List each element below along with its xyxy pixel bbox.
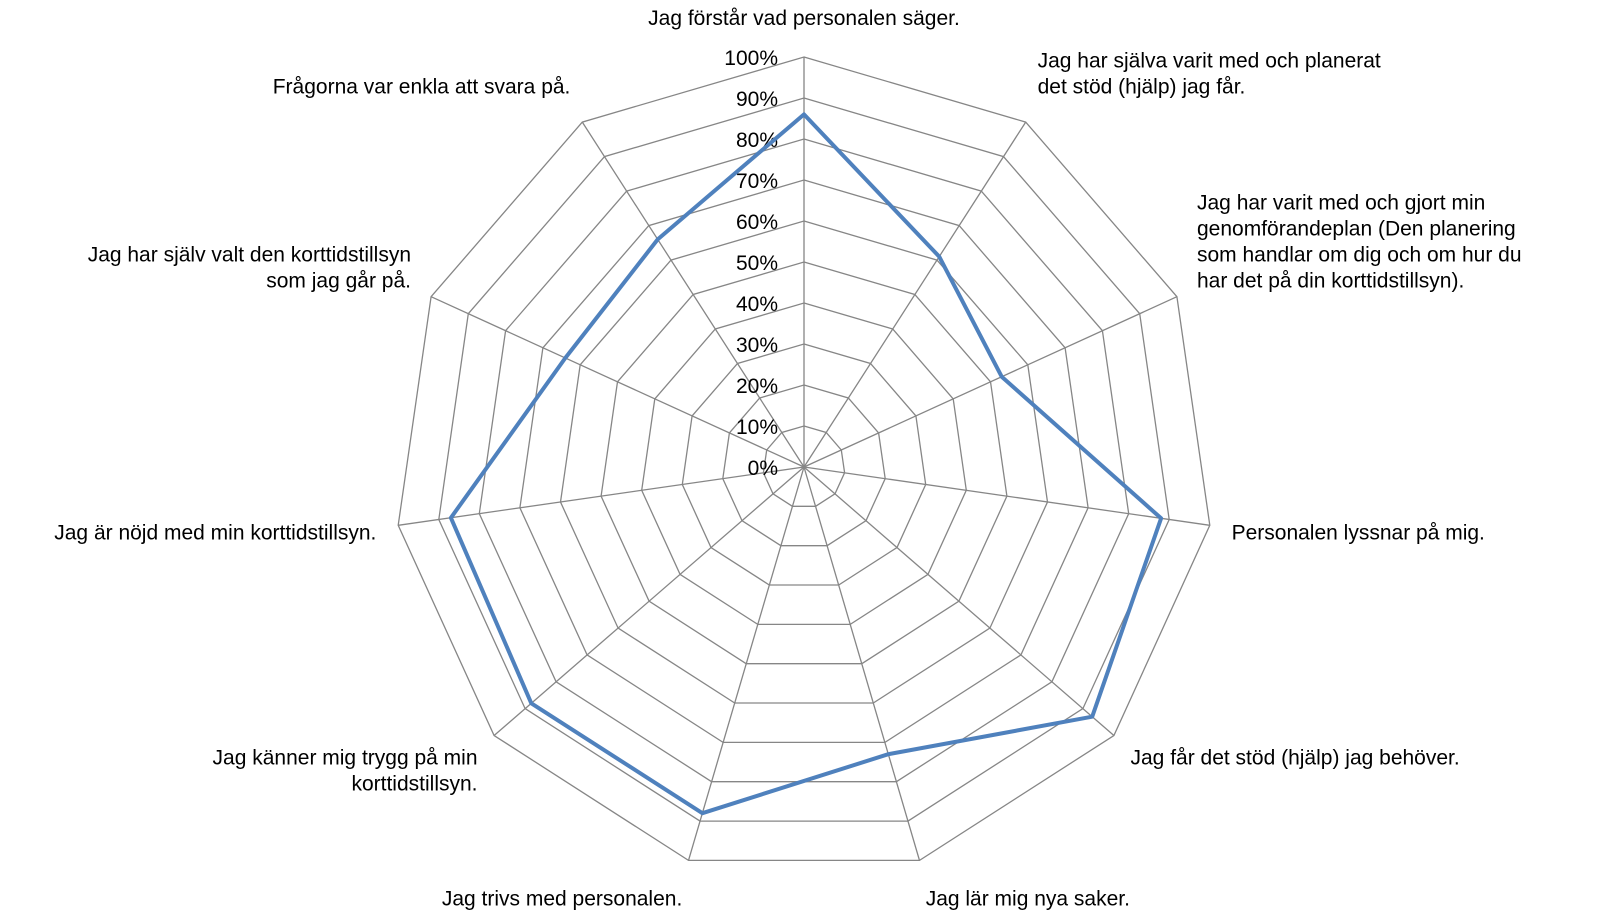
category-label: Jag får det stöd (hjälp) jag behöver. — [1131, 747, 1460, 770]
grid-spoke — [581, 121, 805, 468]
category-label: Personalen lyssnar på mig. — [1232, 522, 1485, 545]
tick-label: 30% — [736, 334, 778, 357]
category-label: Jag har själv valt den korttidstillsyn — [88, 244, 411, 267]
tick-label: 40% — [736, 293, 778, 316]
category-label: Jag trivs med personalen. — [442, 888, 682, 910]
category-label: Jag lär mig nya saker. — [926, 888, 1130, 910]
grid-ring — [438, 97, 1170, 822]
grid-spoke — [493, 466, 805, 736]
category-label: Frågorna var enkla att svara på. — [273, 76, 571, 99]
category-label: Jag känner mig trygg på min — [213, 747, 478, 770]
category-label: Jag är nöjd med min korttidstillsyn. — [54, 522, 376, 545]
grid-spoke — [803, 121, 1027, 468]
category-label: som handlar om dig och om hur du — [1197, 244, 1522, 267]
category-label: har det på din korttidstillsyn). — [1197, 270, 1464, 293]
tick-label: 20% — [736, 375, 778, 398]
category-label: korttidstillsyn. — [351, 773, 477, 796]
grid-spoke — [430, 296, 805, 468]
grid-ring — [519, 179, 1089, 744]
grid-ring — [397, 56, 1211, 862]
grid-ring — [681, 343, 927, 586]
grid-spoke — [803, 466, 1210, 526]
series-line — [448, 112, 1164, 816]
grid-ring — [641, 302, 967, 626]
category-label: det stöd (hjälp) jag får. — [1038, 76, 1246, 99]
grid-ring — [722, 384, 886, 547]
tick-label: 100% — [724, 47, 778, 70]
grid-spoke — [803, 296, 1178, 468]
grid-ring — [762, 425, 846, 507]
tick-label: 50% — [736, 252, 778, 275]
grid-spoke — [687, 466, 805, 861]
tick-label: 70% — [736, 170, 778, 193]
grid-spoke — [803, 466, 1115, 736]
grid-spoke — [803, 466, 921, 861]
tick-label: 60% — [736, 211, 778, 234]
category-label: Jag har själva varit med och planerat — [1038, 50, 1381, 73]
category-label: genomförandeplan (Den planering — [1197, 218, 1516, 241]
grid-ring — [600, 261, 1008, 665]
tick-label: 0% — [748, 457, 778, 480]
grid-ring — [559, 220, 1049, 704]
category-label: Jag förstår vad personalen säger. — [648, 7, 960, 30]
grid-spoke — [398, 466, 805, 526]
tick-label: 10% — [736, 416, 778, 439]
category-label: Jag har varit med och gjort min — [1197, 192, 1485, 215]
tick-label: 90% — [736, 88, 778, 111]
category-label: som jag går på. — [266, 270, 411, 293]
